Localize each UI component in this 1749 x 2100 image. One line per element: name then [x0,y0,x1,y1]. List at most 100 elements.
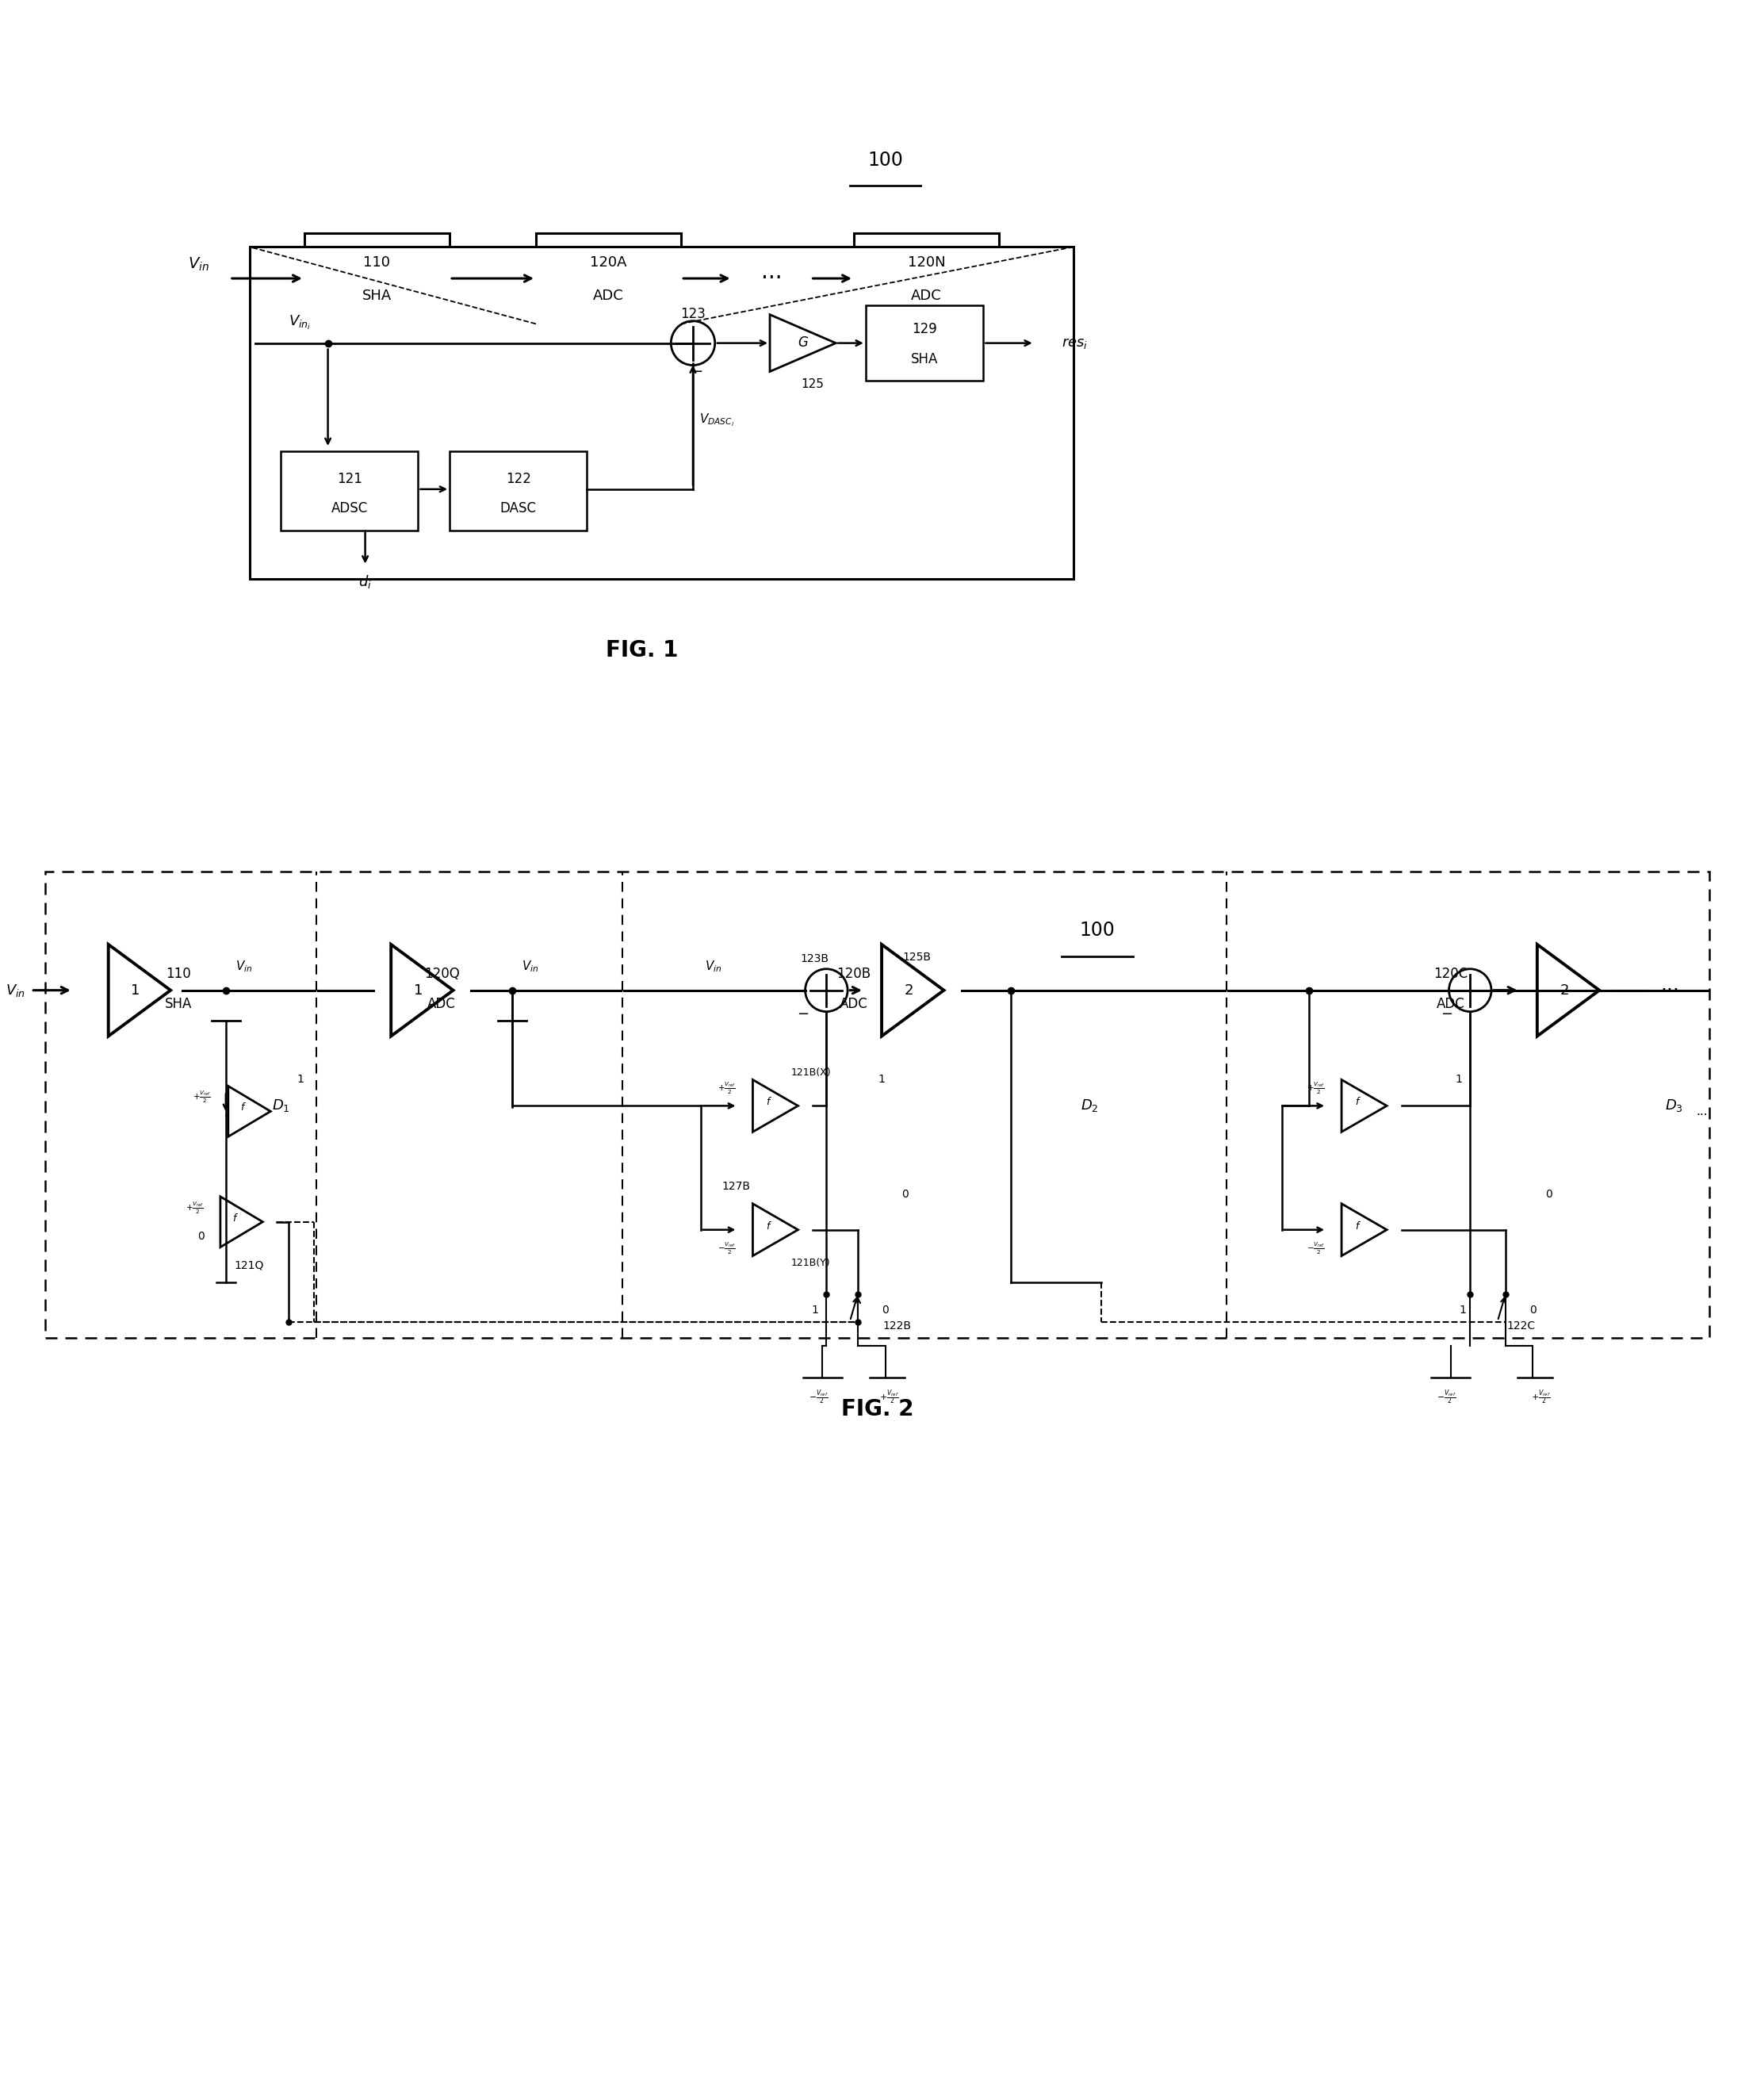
Circle shape [672,321,715,365]
Text: $V_{in}$: $V_{in}$ [236,960,252,974]
Text: $V_{in}$: $V_{in}$ [521,960,539,974]
Text: 120A: 120A [589,256,626,269]
Text: 0: 0 [198,1231,205,1241]
Text: $V_{in}$: $V_{in}$ [5,983,26,998]
Text: ADSC: ADSC [331,502,367,514]
Text: $+\frac{V_{ref}}{2}$: $+\frac{V_{ref}}{2}$ [1307,1082,1324,1096]
Text: 0: 0 [881,1304,888,1315]
Text: $V_{DASC_i}$: $V_{DASC_i}$ [700,412,735,428]
Text: ···: ··· [1662,981,1679,1000]
Bar [45,871,1709,1338]
Text: $res_i$: $res_i$ [1062,336,1088,351]
Text: ···: ··· [1697,1109,1707,1121]
Text: 100: 100 [868,151,902,170]
Text: $+\frac{V_{ref}}{2}$: $+\frac{V_{ref}}{2}$ [1530,1388,1551,1405]
Text: 123: 123 [680,307,705,321]
Bar [250,248,1074,580]
Polygon shape [752,1079,798,1132]
Circle shape [1448,968,1492,1012]
Text: 1: 1 [1459,1304,1466,1315]
Text: $f$: $f$ [766,1220,773,1231]
Text: $f$: $f$ [233,1212,238,1224]
Text: $V_{in_i}$: $V_{in_i}$ [289,313,311,332]
Text: −: − [798,1006,808,1021]
Text: 120B: 120B [836,966,871,981]
Text: $f$: $f$ [1355,1220,1361,1231]
Text: 122C: 122C [1508,1321,1536,1331]
Text: 123B: 123B [801,953,829,964]
Polygon shape [227,1086,271,1136]
Polygon shape [108,945,171,1035]
Text: 2: 2 [1560,983,1569,998]
Text: ADC: ADC [840,998,868,1012]
Text: FIG. 1: FIG. 1 [605,638,679,662]
Text: 121: 121 [338,473,362,485]
Text: 125: 125 [801,378,824,391]
Text: 2: 2 [904,983,913,998]
Text: DASC: DASC [500,502,537,514]
Text: $-\frac{V_{ref}}{2}$: $-\frac{V_{ref}}{2}$ [1307,1241,1324,1256]
Polygon shape [881,945,944,1035]
Text: 0: 0 [1529,1304,1536,1315]
Text: $+\frac{V_{ref}}{2}$: $+\frac{V_{ref}}{2}$ [880,1388,899,1405]
Text: 1: 1 [878,1075,885,1086]
Text: 1: 1 [415,983,423,998]
Polygon shape [1341,1203,1387,1256]
Text: $+\frac{V_{ref}}{2}$: $+\frac{V_{ref}}{2}$ [192,1090,212,1105]
Bar [866,304,983,380]
Text: 120Q: 120Q [423,966,460,981]
Text: $-\frac{V_{ref}}{2}$: $-\frac{V_{ref}}{2}$ [717,1241,736,1256]
Text: 1: 1 [131,983,140,998]
Text: ADC: ADC [427,998,456,1012]
Text: $D_3$: $D_3$ [1665,1098,1683,1113]
Text: SHA: SHA [911,353,937,365]
Text: 100: 100 [1079,922,1116,941]
Text: ADC: ADC [1436,998,1464,1012]
Text: 110: 110 [166,966,191,981]
Bar [535,233,680,323]
Text: 120N: 120N [908,256,946,269]
Text: $-\frac{V_{ref}}{2}$: $-\frac{V_{ref}}{2}$ [1436,1388,1457,1405]
Text: 127B: 127B [722,1180,750,1193]
Polygon shape [1537,945,1599,1035]
Text: 121Q: 121Q [234,1260,264,1270]
Text: 121B(X): 121B(X) [791,1067,831,1077]
Text: $d_i$: $d_i$ [359,573,373,590]
Text: 0: 0 [901,1189,908,1199]
Text: $+\frac{V_{ref}}{2}$: $+\frac{V_{ref}}{2}$ [185,1199,203,1216]
Text: 129: 129 [911,321,937,336]
Text: 110: 110 [364,256,390,269]
Text: FIG. 2: FIG. 2 [841,1399,913,1420]
Text: ADC: ADC [593,288,624,302]
Text: 121B(Y): 121B(Y) [791,1258,831,1268]
Polygon shape [392,945,453,1035]
Text: $-\frac{V_{ref}}{2}$: $-\frac{V_{ref}}{2}$ [808,1388,829,1405]
Text: $D_2$: $D_2$ [1081,1098,1098,1113]
Text: 0: 0 [1544,1189,1551,1199]
Text: −: − [691,363,703,380]
Text: 1: 1 [812,1304,819,1315]
Text: $f$: $f$ [766,1096,773,1107]
Text: $+\frac{V_{ref}}{2}$: $+\frac{V_{ref}}{2}$ [717,1082,736,1096]
Polygon shape [220,1197,262,1247]
Text: 1: 1 [297,1075,304,1086]
Text: $f$: $f$ [240,1102,247,1113]
Polygon shape [770,315,836,372]
Text: SHA: SHA [164,998,192,1012]
Text: $G$: $G$ [798,336,808,351]
Bar [282,451,418,531]
Bar [854,233,999,323]
Text: $D_1$: $D_1$ [271,1098,290,1113]
Text: 122B: 122B [883,1321,911,1331]
Text: 122: 122 [505,473,532,485]
Text: 125B: 125B [902,951,930,962]
Circle shape [805,968,848,1012]
Text: ···: ··· [761,267,782,290]
Bar [449,451,588,531]
Text: SHA: SHA [362,288,392,302]
Polygon shape [752,1203,798,1256]
Text: $V_{in}$: $V_{in}$ [705,960,722,974]
Polygon shape [1341,1079,1387,1132]
Text: $f$: $f$ [1355,1096,1361,1107]
Text: ADC: ADC [911,288,943,302]
